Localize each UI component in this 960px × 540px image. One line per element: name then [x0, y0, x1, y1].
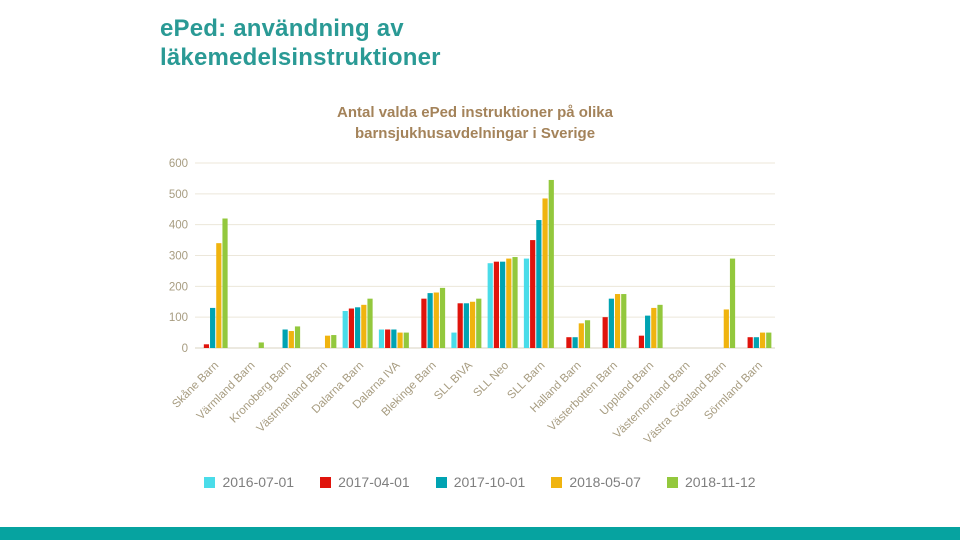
- chart-title: Antal valda ePed instruktioner på olika …: [185, 102, 765, 144]
- chart-title-line1: Antal valda ePed instruktioner på olika: [337, 104, 613, 121]
- legend-swatch-icon: [666, 476, 678, 488]
- legend-label: 2017-10-01: [453, 474, 526, 490]
- bar-2017-10-01-Kronoberg Barn: [282, 329, 288, 348]
- bar-2016-07-01-SLL BIVA: [451, 332, 457, 348]
- bar-2017-04-01-Dalarna Barn: [348, 308, 355, 348]
- slide-title-line1: ePed: användning av: [160, 15, 404, 42]
- x-axis-label: Västerbotten Barn: [546, 360, 620, 434]
- bar-2018-11-12-Skåne Barn: [222, 218, 228, 348]
- bar-2017-10-01-Västerbotten Barn: [608, 298, 614, 348]
- x-axis-label: Kronoberg Barn: [228, 360, 294, 426]
- legend-swatch-icon: [551, 476, 563, 488]
- legend-item-2018-05-07: 2018-05-07: [551, 474, 641, 490]
- bar-2017-04-01-SLL Barn: [530, 240, 536, 348]
- bar-2018-11-12-Blekinge Barn: [439, 287, 446, 348]
- legend-item-2016-07-01: 2016-07-01: [204, 474, 294, 490]
- bar-2017-04-01-Sörmland Barn: [747, 337, 753, 348]
- bar-2018-11-12-Västerbotten Barn: [621, 294, 627, 348]
- slide-title-line2: läkemedelsinstruktioner: [160, 44, 441, 71]
- bar-2018-11-12-SLL BIVA: [476, 298, 482, 348]
- bar-2017-10-01-SLL BIVA: [463, 303, 469, 348]
- legend-item-2017-10-01: 2017-10-01: [435, 474, 526, 490]
- bar-2017-04-01-SLL BIVA: [457, 303, 463, 348]
- bar-2017-04-01-Dalarna IVA: [385, 329, 391, 348]
- chart-title-line2: barnsjukhusavdelningar i Sverige: [354, 125, 596, 142]
- legend-label: 2018-05-07: [569, 474, 641, 490]
- bar-2017-04-01-Västerbotten Barn: [602, 317, 608, 348]
- legend-label: 2018-11-12: [684, 474, 756, 490]
- y-axis-label: 200: [169, 281, 188, 293]
- y-axis-label: 0: [182, 343, 188, 355]
- bar-2018-05-07-Dalarna Barn: [361, 304, 367, 348]
- bar-2017-10-01-SLL Neo: [500, 261, 506, 348]
- bar-2018-05-07-SLL BIVA: [469, 301, 476, 348]
- legend-item-2017-04-01: 2017-04-01: [320, 474, 410, 490]
- bar-2018-11-12-SLL Neo: [512, 257, 518, 348]
- bar-2018-05-07-Uppland Barn: [651, 307, 657, 348]
- bar-2018-11-12-Dalarna IVA: [403, 332, 409, 348]
- legend-label: 2017-04-01: [338, 474, 410, 490]
- bar-2017-10-01-Uppland Barn: [645, 315, 651, 348]
- bar-2017-10-01-Dalarna Barn: [355, 307, 361, 348]
- bar-2017-10-01-SLL Barn: [536, 220, 542, 348]
- legend-item-2018-11-12: 2018-11-12: [666, 474, 756, 490]
- bar-2018-05-07-SLL Neo: [506, 258, 512, 348]
- bar-2018-05-07-Västra Götaland Barn: [723, 309, 729, 348]
- bar-2018-05-07-Halland Barn: [578, 323, 584, 348]
- y-axis-label: 300: [169, 251, 188, 263]
- bar-2018-11-12-Uppland Barn: [657, 304, 663, 348]
- legend-label: 2016-07-01: [222, 474, 295, 490]
- bar-2017-10-01-Sörmland Barn: [753, 337, 759, 348]
- bar-2016-07-01-SLL Neo: [487, 263, 493, 348]
- bar-2018-11-12-Västra Götaland Barn: [729, 258, 736, 348]
- bar-2018-11-12-Västmanland Barn: [331, 335, 337, 348]
- legend-swatch-icon: [204, 476, 216, 488]
- bar-2017-10-01-Dalarna IVA: [391, 329, 397, 348]
- bar-2018-11-12-SLL Barn: [548, 179, 554, 348]
- bar-2017-10-01-Blekinge Barn: [427, 293, 433, 348]
- bar-2018-11-12-Värmland Barn: [258, 342, 264, 348]
- bar-2018-05-07-Sörmland Barn: [759, 332, 766, 348]
- bar-2018-11-12-Kronoberg Barn: [294, 326, 301, 348]
- bar-2018-05-07-Skåne Barn: [216, 243, 222, 348]
- y-axis-label: 100: [169, 312, 188, 324]
- bar-2018-11-12-Sörmland Barn: [766, 332, 772, 348]
- bar-2018-05-07-Kronoberg Barn: [288, 331, 294, 348]
- bar-2018-05-07-Västmanland Barn: [324, 335, 331, 348]
- bar-2017-04-01-Skåne Barn: [203, 344, 210, 348]
- bar-2016-07-01-Dalarna IVA: [378, 329, 385, 348]
- bar-2018-05-07-Dalarna IVA: [397, 332, 403, 348]
- x-axis-label: SLL BIVA: [432, 359, 475, 402]
- bar-2017-04-01-Blekinge Barn: [421, 298, 427, 348]
- bar-2018-05-07-Västerbotten Barn: [614, 294, 621, 348]
- legend-swatch-icon: [435, 476, 447, 488]
- y-axis-label: 600: [169, 158, 188, 170]
- chart-legend: 2016-07-01 2017-04-01 2017-10-01 2018-05-07…: [150, 474, 810, 490]
- slide-title: ePed: användning av läkemedelsinstruktio…: [160, 14, 441, 72]
- bar-2018-05-07-Blekinge Barn: [433, 292, 439, 348]
- bar-2017-10-01-Halland Barn: [572, 337, 578, 348]
- bar-2016-07-01-SLL Barn: [523, 258, 530, 348]
- bar-2017-04-01-SLL Neo: [493, 261, 500, 348]
- bar-2018-11-12-Halland Barn: [584, 320, 591, 348]
- bar-2018-11-12-Dalarna Barn: [367, 298, 373, 348]
- legend-swatch-icon: [320, 476, 332, 488]
- bar-2018-05-07-SLL Barn: [542, 198, 548, 348]
- y-axis-label: 500: [169, 189, 188, 201]
- bar-2017-10-01-Skåne Barn: [210, 307, 216, 348]
- bar-2017-04-01-Halland Barn: [566, 337, 572, 348]
- bar-2017-04-01-Uppland Barn: [638, 335, 645, 348]
- bar-2016-07-01-Dalarna Barn: [342, 311, 348, 348]
- bottom-accent-bar: [0, 527, 960, 540]
- y-axis-label: 400: [169, 220, 188, 232]
